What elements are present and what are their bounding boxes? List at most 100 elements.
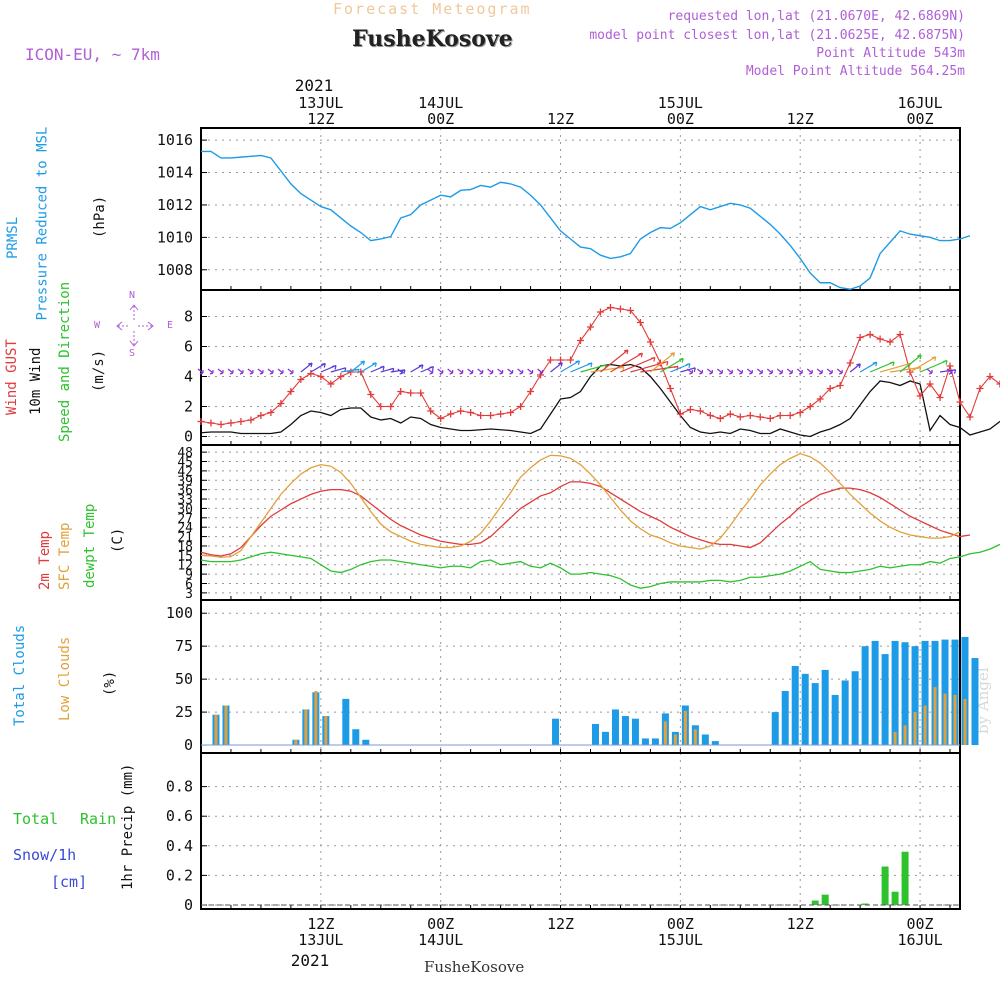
cloud-bar-total [971,658,979,746]
wind-direction-arrow [806,368,813,375]
temperature-ytick-label: 15 [177,549,193,564]
wind-direction-arrow [670,363,691,373]
wind-direction-arrow [686,368,693,375]
cloud-bar-total [651,738,659,746]
wind-direction-arrow [620,356,656,373]
wind-gust-marker [387,403,395,410]
cloud-bar-low [693,729,697,746]
cloud-bar-total [861,646,869,746]
wind-direction-arrow [320,364,337,373]
wind-direction-arrow [197,368,204,375]
cloud-bar-total [891,640,899,746]
wind-gust-marker [207,419,215,427]
wind-direction-arrow [517,368,524,375]
wind-ytick-label: 4 [184,368,193,386]
compass-arrows-icon [116,304,154,347]
time-tick-line: 00Z [427,915,455,933]
wind-direction-arrow [360,362,377,373]
compass-w: W [94,320,101,331]
cloud-bar-total [951,639,959,746]
time-tick-line: 12Z [307,915,335,933]
precip-frame [200,752,961,910]
wind-direction-arrow [310,362,326,373]
cloud-bar-total [911,646,919,746]
clouds-ytick-label: 25 [175,703,193,721]
wind-gust-marker [257,412,265,419]
cloud-bar-total [901,642,909,746]
wind-gust-marker [327,380,335,388]
temperature-line-dewpt-temp [200,543,1000,589]
precip-bar [821,894,829,905]
wind-gust-marker [666,385,674,392]
temperature-ytick-label: 39 [177,474,193,489]
wind-direction-arrow [267,368,274,375]
pressure-frame [200,127,961,291]
wind-direction-arrow [570,362,593,373]
cloud-bar-total [701,734,709,746]
wind-gust-marker [547,356,555,364]
top-ticks-label: 14JUL 00Z [391,95,491,127]
time-tick-line: 16JUL [897,94,943,112]
wind-gust-marker [317,373,325,380]
wind-gust-marker [457,407,465,415]
wind-gust-marker [946,362,954,370]
cloud-bar-low [683,710,687,746]
wind-gust-marker [586,323,594,331]
wind-gust-marker [447,410,455,418]
temperature-ytick-label: 12 [177,559,193,574]
temperature-ytick-label: 30 [177,502,193,517]
wind-direction-arrow [550,362,563,373]
bottom-axis-year: 2021 [290,951,330,970]
wind-gust-marker [247,416,255,424]
time-tick-line [511,932,611,948]
wind-gust-marker [407,389,415,397]
precip-total-label: Total [13,810,59,828]
wind-direction-arrow [786,368,793,375]
clouds-ytick-label: 75 [175,637,193,655]
wind-direction-arrow [477,368,484,375]
cloud-bar-low [304,709,308,746]
precip-snow-label: Snow/1h [13,846,77,864]
time-tick-line: 00Z [666,915,694,933]
pressure-panel: 1008 1010 1012 1014 1016 [157,127,961,291]
precip-ytick-label: 0.4 [166,837,193,855]
bottom-ticks-label: 12Z [511,916,611,948]
wind-direction-arrow [420,366,435,373]
precip-snow-unit: [cm] [51,873,88,891]
clouds-ytick-label: 100 [166,604,193,622]
temperature-ytick-label: 21 [177,531,193,546]
cloud-bar-total [841,680,849,746]
wind-gust-marker [866,331,874,338]
cloud-bar-low [224,705,228,746]
wind-line-wind-gust [200,306,1000,426]
cloud-bar-low [963,698,967,746]
wind-gust-marker [577,337,584,344]
wind-gust-marker [227,419,235,427]
temperature-ytick-label: 6 [185,577,193,592]
wind-direction-arrow [350,360,366,373]
compass-n: N [129,290,136,301]
cloud-bar-total [771,712,779,746]
cloud-bar-total [711,741,719,746]
wind-gust-marker [636,319,644,326]
pressure-ytick-label: 1010 [157,228,193,246]
wind-direction-arrow [427,368,434,375]
temperature-ytick-label: 33 [177,493,193,508]
precip-ytick-label: 0.6 [166,807,193,825]
wind-direction-arrow [796,368,803,375]
wind-gust-marker [417,389,425,397]
wind-gust-marker [397,388,405,395]
wind-direction-arrow [946,368,953,375]
wind-gust-marker [986,373,994,380]
wind-direction-arrow [826,368,833,375]
wind-gust-marker [936,394,944,401]
cloud-bar-total [871,640,879,746]
cloud-bar-total [342,698,350,746]
wind-direction-arrow [437,368,444,375]
precip-bar [891,891,899,905]
wind-gust-marker [477,412,485,419]
cloud-bar-total [811,683,819,746]
wind-gust-marker [846,359,854,367]
wind-gust-marker [297,376,305,383]
wind-direction-arrow [776,368,783,375]
